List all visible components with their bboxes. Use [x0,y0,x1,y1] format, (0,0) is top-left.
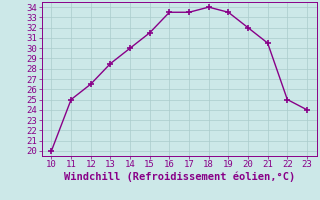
X-axis label: Windchill (Refroidissement éolien,°C): Windchill (Refroidissement éolien,°C) [64,172,295,182]
